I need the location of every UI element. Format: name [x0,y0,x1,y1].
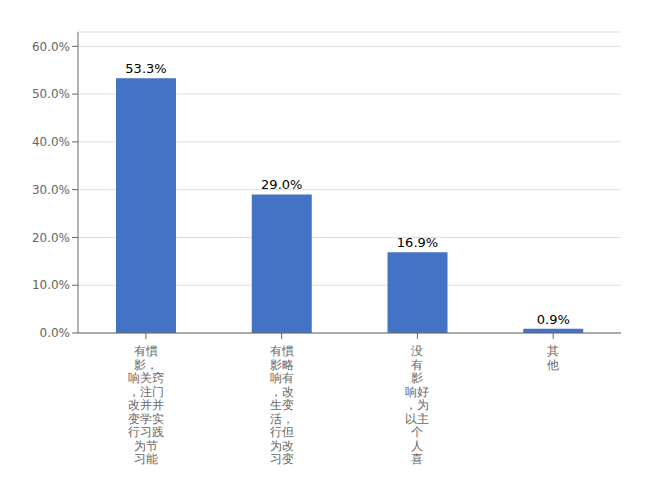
svg-text:16.9%: 16.9% [397,235,438,250]
svg-text:29.0%: 29.0% [261,177,302,192]
svg-text:20.0%: 20.0% [32,231,70,245]
svg-text:30.0%: 30.0% [32,183,70,197]
svg-text:40.0%: 40.0% [32,135,70,149]
svg-text:10.0%: 10.0% [32,278,70,292]
svg-text:0.0%: 0.0% [40,326,71,340]
svg-text:60.0%: 60.0% [32,40,70,54]
svg-text:53.3%: 53.3% [125,61,166,76]
svg-text:其他: 其他 [547,344,559,372]
svg-text:有慣影略响有，改生变活，行但为改习变: 有慣影略响有，改生变活，行但为改习变 [270,344,294,466]
svg-text:0.9%: 0.9% [537,312,570,327]
svg-text:有慣影，响关窍，注门改并并变学实行习践为节习能: 有慣影，响关窍，注门改并并变学实行习践为节习能 [128,344,164,466]
svg-text:50.0%: 50.0% [32,87,70,101]
svg-text:没有影响好，为以主个人喜: 没有影响好，为以主个人喜 [405,344,429,466]
